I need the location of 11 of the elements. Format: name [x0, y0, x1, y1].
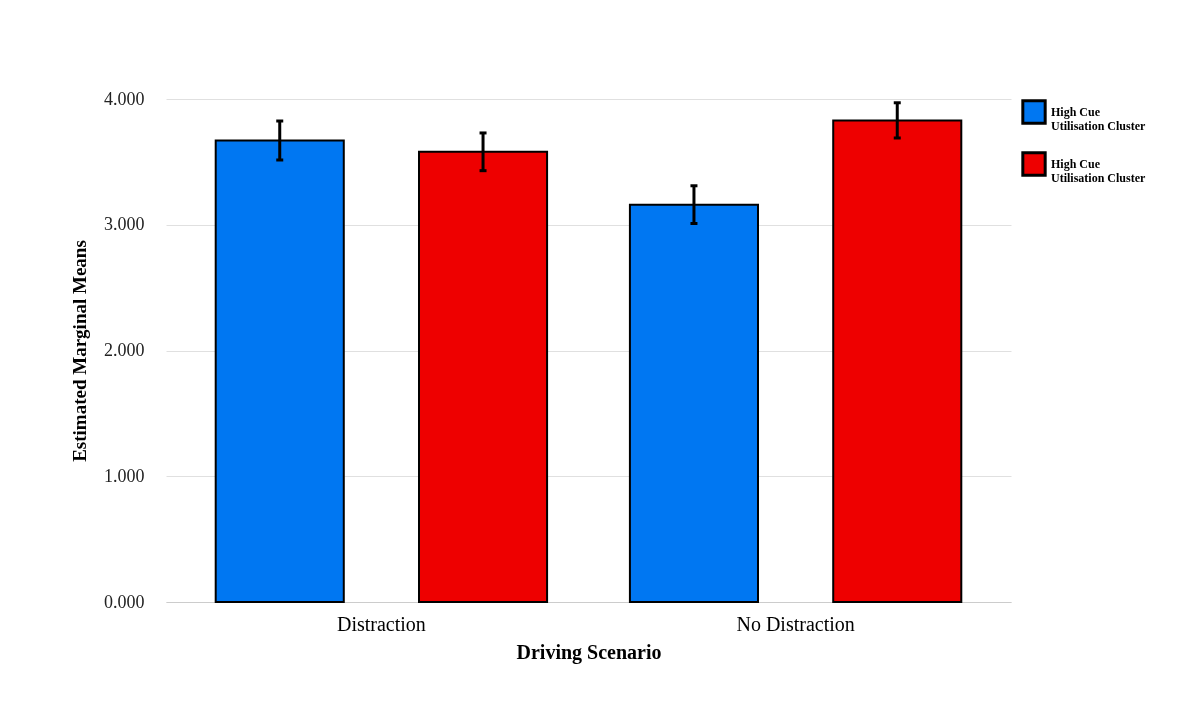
legend-label: High Cue Utilisation Cluster — [1051, 157, 1146, 185]
legend-label: High Cue Utilisation Cluster — [1051, 105, 1146, 133]
y-tick-label: 1.000 — [104, 465, 145, 486]
y-tick-label: 2.000 — [104, 340, 145, 360]
y-tick-label: 3.000 — [104, 214, 145, 235]
x-tick-label: No Distraction — [736, 612, 855, 635]
y-axis-title: Estimated Marginal Means — [69, 240, 90, 462]
x-tick-label: Distraction — [336, 612, 426, 635]
y-tick-label: 4.000 — [104, 88, 145, 109]
y-tick-label: 0.000 — [104, 591, 145, 612]
x-axis-title: Driving Scenario — [516, 640, 662, 664]
